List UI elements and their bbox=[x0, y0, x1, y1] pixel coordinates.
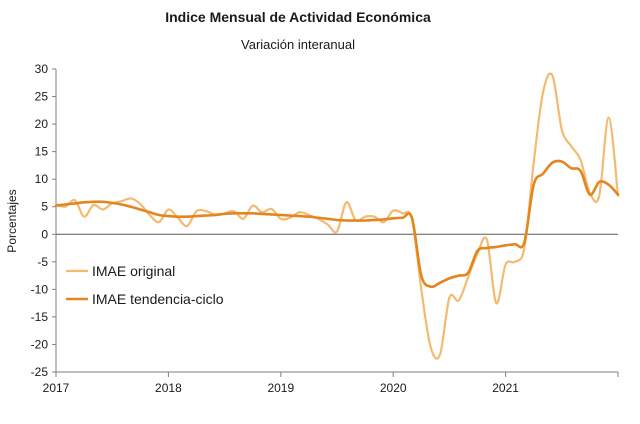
y-tick-label: -5 bbox=[37, 255, 48, 269]
x-tick-label: 2017 bbox=[43, 381, 70, 395]
y-tick-label: -10 bbox=[31, 282, 49, 296]
y-tick-label: -25 bbox=[31, 365, 49, 379]
legend: IMAE original IMAE tendencia-ciclo bbox=[59, 252, 247, 314]
series-line-1 bbox=[54, 72, 620, 360]
x-tick-label: 2018 bbox=[155, 381, 182, 395]
y-tick-label: 5 bbox=[41, 200, 48, 214]
y-tick-label: 0 bbox=[41, 227, 48, 241]
y-axis-label: Porcentajes bbox=[5, 189, 19, 252]
y-tick-label: 10 bbox=[35, 172, 49, 186]
x-tick-label: 2021 bbox=[492, 381, 519, 395]
y-tick-label: 20 bbox=[35, 117, 49, 131]
series-line-2 bbox=[54, 159, 620, 289]
y-tick-label: 25 bbox=[35, 90, 49, 104]
chart-title: Indice Mensual de Actividad Económica bbox=[165, 9, 431, 25]
y-tick-label: -15 bbox=[31, 310, 49, 324]
chart-subtitle: Variación interanual bbox=[241, 37, 355, 52]
plot-area: -25 -20 -15 -10 -5 0 5 10 15 20 25 30 2017 2018 2019 20… bbox=[31, 62, 620, 395]
legend-label-1: IMAE original bbox=[92, 263, 175, 279]
legend-label-2: IMAE tendencia-ciclo bbox=[92, 291, 224, 307]
legend-box bbox=[59, 252, 247, 314]
y-tick-label: 15 bbox=[35, 145, 49, 159]
y-tick-label: -20 bbox=[31, 337, 49, 351]
x-tick-label: 2020 bbox=[380, 381, 407, 395]
x-tick-label: 2019 bbox=[267, 381, 294, 395]
y-tick-label: 30 bbox=[35, 62, 49, 76]
